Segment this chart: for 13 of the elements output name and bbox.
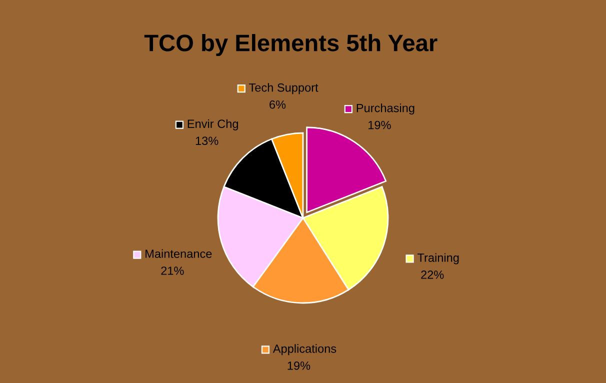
legend-label: Tech Support <box>249 83 318 94</box>
data-label: 13% <box>196 136 218 146</box>
data-label: 19% <box>368 120 391 130</box>
chart-title: TCO by Elements 5th Year <box>144 34 438 56</box>
data-label: 6% <box>270 100 286 109</box>
data-label: 21% <box>161 266 184 275</box>
legend-label: Envir Chg <box>188 119 238 130</box>
data-label: 19% <box>288 361 310 370</box>
legend-label: Training <box>418 253 459 264</box>
data-label: 22% <box>421 270 444 279</box>
legend-label: Applications <box>272 344 336 356</box>
legend-label: Purchasing <box>356 104 414 115</box>
legend-label: Maintenance <box>146 249 212 258</box>
